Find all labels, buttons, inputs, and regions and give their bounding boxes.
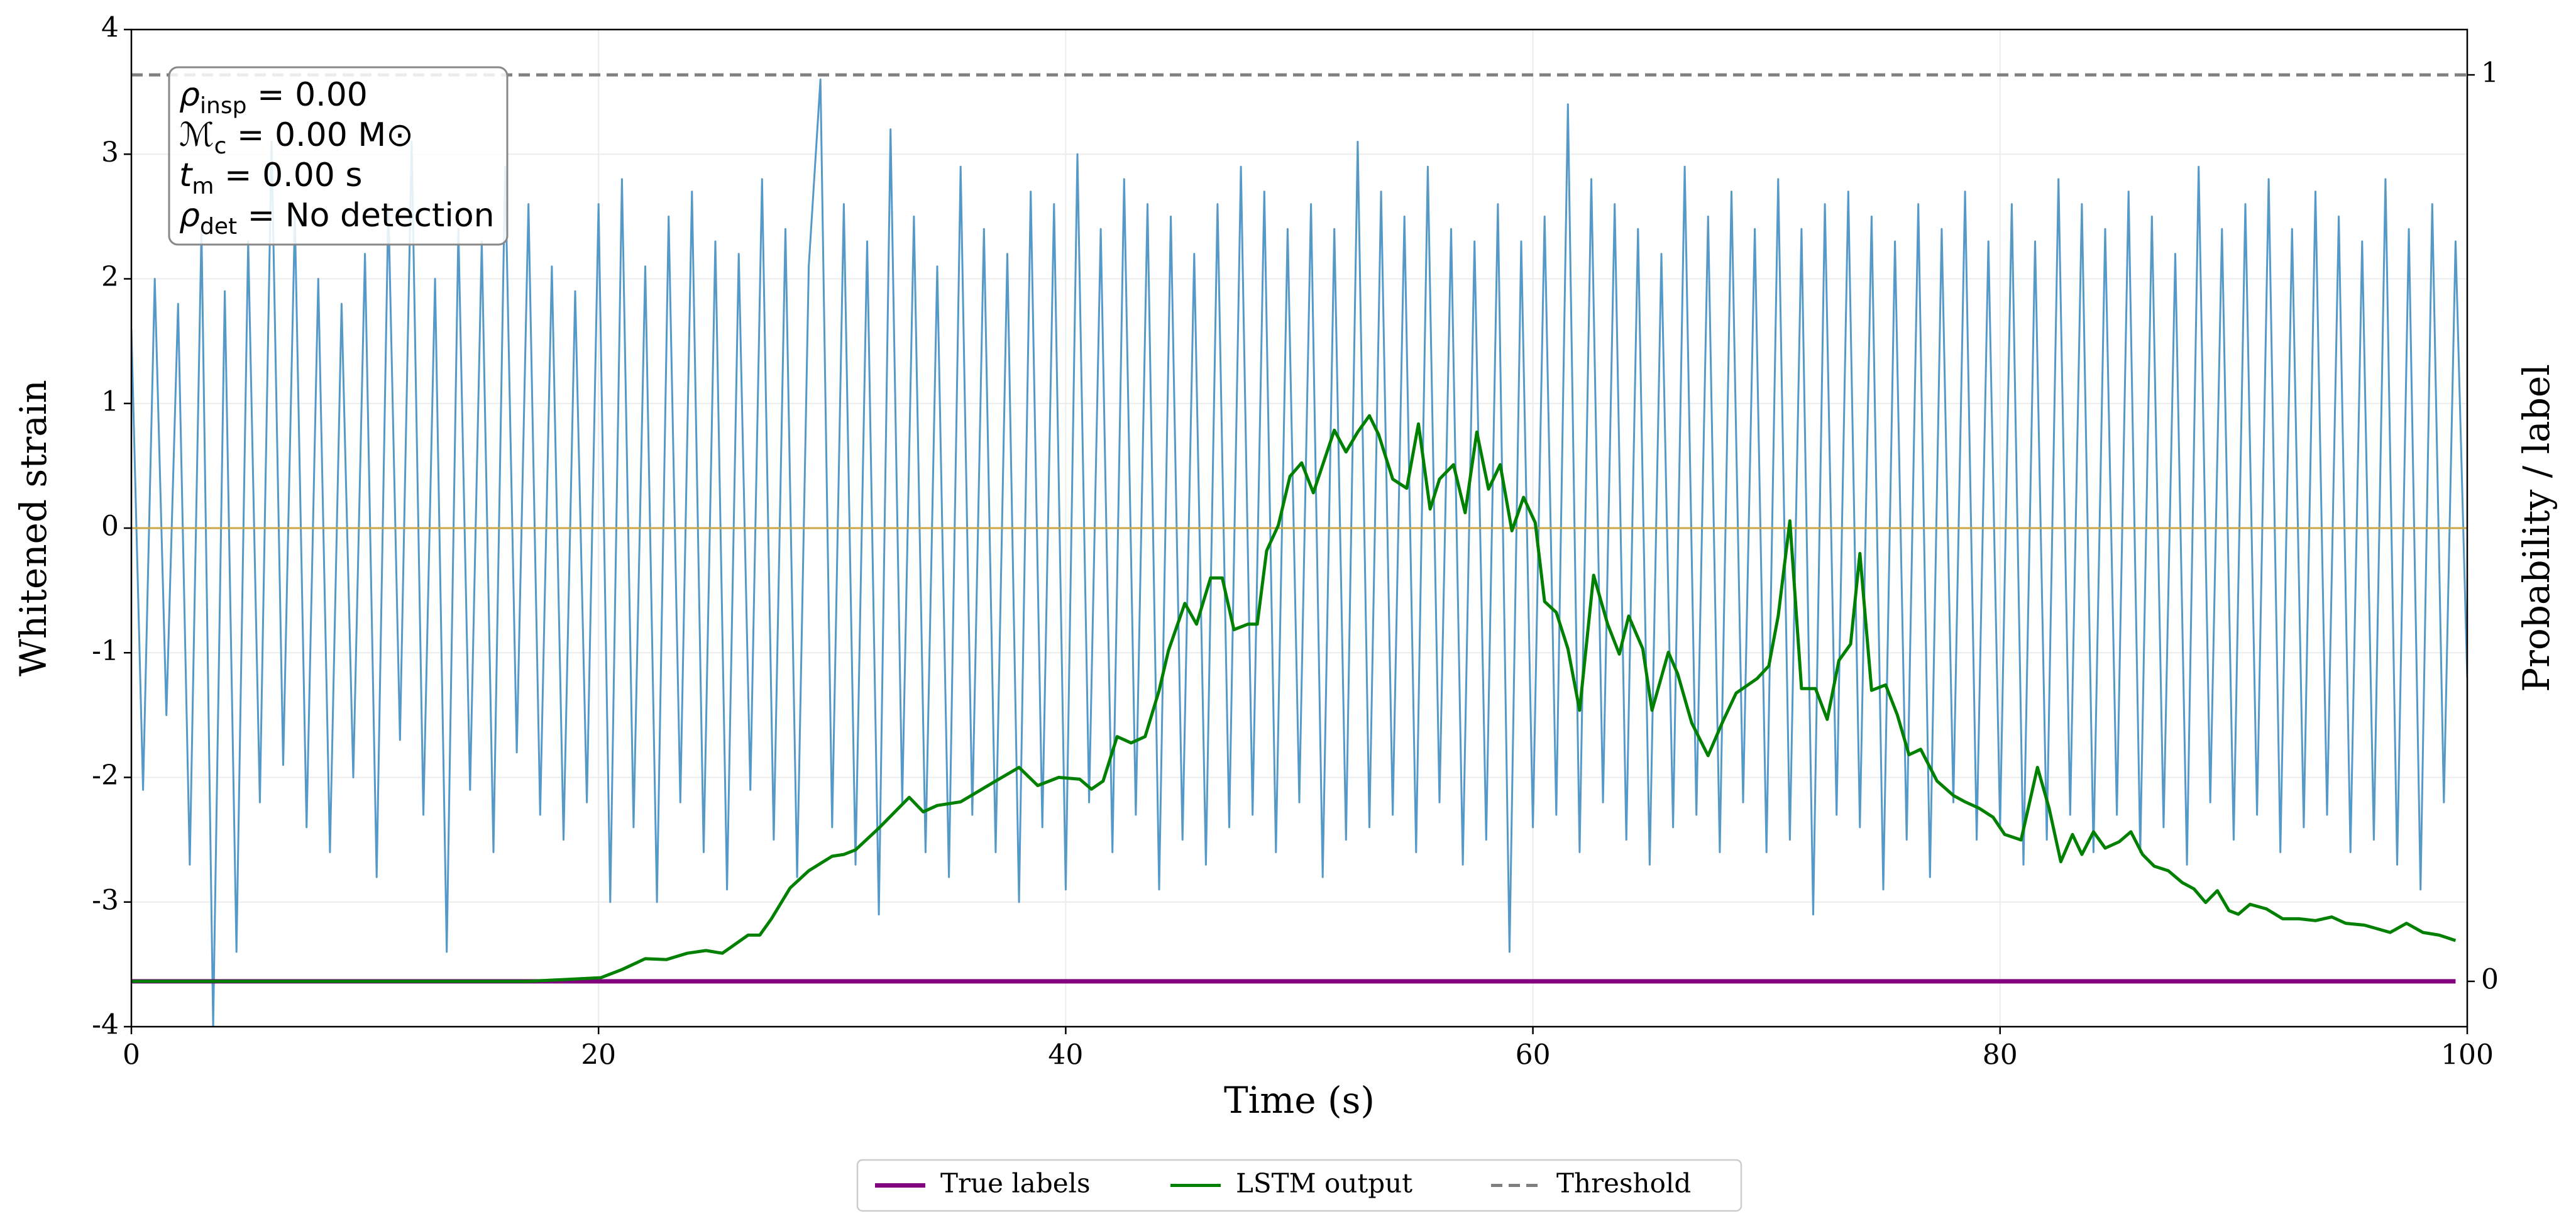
legend-label: Threshold <box>1556 1168 1691 1199</box>
y-tick-label: 1 <box>101 385 119 417</box>
y-tick-label: -3 <box>92 884 119 916</box>
annotation-text: ρinsp = 0.00 <box>179 76 368 119</box>
annotation-symbol: t <box>179 157 193 194</box>
annotation-value: = 0.00 s <box>214 157 362 194</box>
annotation-subscript: insp <box>200 93 246 119</box>
y-axis-label: Whitened strain <box>12 380 55 676</box>
annotation-symbol: ℳ <box>179 116 214 154</box>
annotation-symbol: ρ <box>179 76 200 114</box>
series-line <box>131 414 2457 983</box>
x-tick-label: 100 <box>2441 1039 2494 1071</box>
annotation-value: = No detection <box>237 197 494 235</box>
annotation-subscript: m <box>192 174 214 199</box>
x-tick-label: 20 <box>581 1039 616 1071</box>
strain-line <box>131 78 2467 1027</box>
x-tick-label: 80 <box>1983 1039 2018 1071</box>
annotation-value: = 0.00 M⊙ <box>226 116 413 154</box>
annotation-subscript: c <box>214 133 227 159</box>
y2-tick-label: 1 <box>2481 57 2499 89</box>
annotation-text: ℳc = 0.00 M⊙ <box>179 116 414 159</box>
y-tick-label: -1 <box>92 635 119 667</box>
annotation-subscript: det <box>200 214 237 240</box>
y-tick-label: 3 <box>101 136 119 168</box>
annotation-text: tm = 0.00 s <box>179 157 363 199</box>
y-tick-label: -4 <box>92 1009 119 1041</box>
x-tick-label: 0 <box>123 1039 140 1071</box>
x-tick-label: 40 <box>1048 1039 1083 1071</box>
y2-tick-label: 0 <box>2481 963 2499 995</box>
annotation-text: ρdet = No detection <box>179 197 495 240</box>
x-axis-label: Time (s) <box>1224 1079 1375 1122</box>
y2-axis-label: Probability / label <box>2515 364 2558 692</box>
annotation-value: = 0.00 <box>246 76 367 114</box>
x-tick-label: 60 <box>1516 1039 1551 1071</box>
y-tick-label: -2 <box>92 759 119 792</box>
annotation-box <box>168 66 509 246</box>
legend-label: LSTM output <box>1236 1168 1412 1199</box>
y-tick-label: 4 <box>101 12 119 44</box>
annotation-symbol: ρ <box>179 197 200 235</box>
y-tick-label: 2 <box>101 261 119 293</box>
legend-label: True labels <box>940 1168 1091 1199</box>
legend-box <box>856 1159 1742 1212</box>
y-tick-label: 0 <box>101 511 119 543</box>
